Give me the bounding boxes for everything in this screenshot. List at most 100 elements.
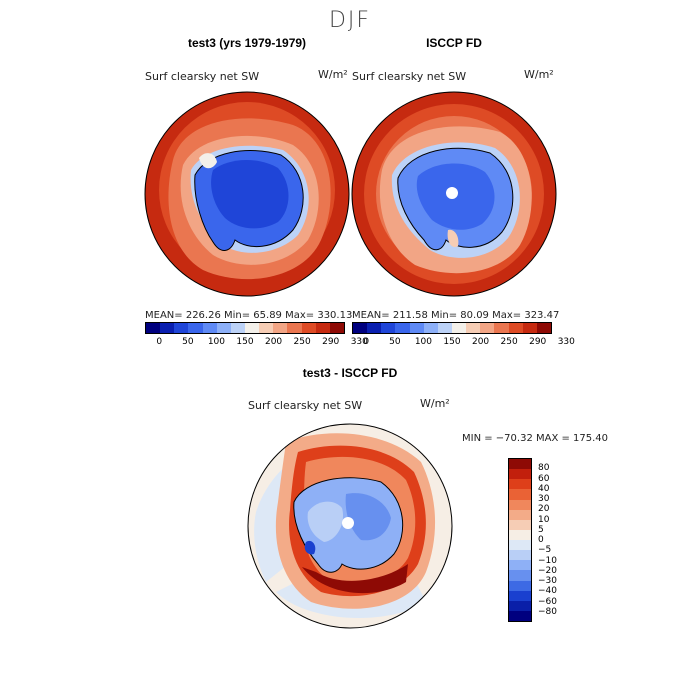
panel3-stats: MIN = −70.32 MAX = 175.40 <box>462 433 609 444</box>
panel3-colorbar-tick-label: 10 <box>538 514 550 525</box>
panel2-colorbar-strip <box>352 322 552 334</box>
panel2-stats: MEAN= 211.58 Min= 80.09 Max= 323.47 <box>352 310 560 321</box>
panel3-colorbar-swatch <box>509 479 531 490</box>
panel3-colorbar-tick-label: −40 <box>538 586 557 597</box>
panel2-pole-hole <box>446 187 458 199</box>
panel2-colorbar-swatch <box>437 323 452 333</box>
panel2-colorbar-swatch <box>494 323 509 333</box>
panel1-stats: MEAN= 226.26 Min= 65.89 Max= 330.13 <box>145 310 353 321</box>
panel1-colorbar-tick-label: 0 <box>156 337 163 347</box>
panel1-colorbar-swatch <box>301 323 316 333</box>
panel3-colorbar-swatch <box>509 580 531 591</box>
panel3-colorbar-tick-label: −30 <box>538 576 557 586</box>
panel1-peninsula <box>199 153 217 169</box>
panel1-colorbar: 0 50 100 150 200 250 290 330 <box>145 322 368 351</box>
panel3-colorbar-swatch <box>509 560 531 571</box>
panel3-colorbar-swatch <box>509 519 531 530</box>
panel3-colorbar-tick-label: 5 <box>538 524 544 535</box>
panel2-colorbar-swatch <box>353 323 368 333</box>
panel3-units: W/m² <box>420 397 450 410</box>
panel3-colorbar-swatch <box>509 529 531 540</box>
panel1-map <box>144 91 350 297</box>
panel2-field: Surf clearsky net SW <box>352 70 467 83</box>
panel3-west-antarctica <box>307 501 344 542</box>
panel1-colorbar-swatch <box>202 323 217 333</box>
panel3-colorbar-tick-label: −20 <box>538 565 557 576</box>
panel3-colorbar-swatch <box>509 570 531 581</box>
panel3-colorbar-tick-label: 30 <box>538 494 550 504</box>
panel2-colorbar: 0 50 100 150 200 250 290 330 <box>352 322 575 351</box>
panel3-colorbar-tick-label: 60 <box>538 473 550 484</box>
panel3-colorbar-swatch <box>509 590 531 601</box>
panel2-colorbar-swatch <box>367 323 382 333</box>
panel1-colorbar-tick-label: 250 <box>293 337 311 347</box>
panel2-colorbar-swatch <box>451 323 467 333</box>
panel1-units: W/m² <box>318 68 348 81</box>
panel2-colorbar-swatch <box>466 323 481 333</box>
panel1-colorbar-tick-label: 290 <box>322 337 340 347</box>
panel3-colorbar-ticks: 80 60 40 30 20 10 5 0 −5 −10 −20 −30 −40 −60 −80 <box>538 458 568 622</box>
panel1-colorbar-swatch <box>146 323 161 333</box>
panel2-colorbar-swatch <box>395 323 410 333</box>
panel2-colorbar-ticks: 0 50 100 150 200 250 290 330 <box>352 337 574 351</box>
panel3-colorbar-swatch <box>509 489 531 500</box>
panel3-map <box>247 423 453 629</box>
panel2-colorbar-swatch <box>381 323 396 333</box>
panel2-map <box>351 91 557 297</box>
panel3-east-interior <box>345 493 391 541</box>
panel3-colorbar-tick-label: −60 <box>538 596 557 607</box>
panel3-pole-hole <box>342 517 354 529</box>
panel3-colorbar-swatch <box>509 509 531 520</box>
panel1-interior <box>211 159 289 229</box>
panel1-colorbar-ticks: 0 50 100 150 200 250 290 330 <box>145 337 367 351</box>
panel3-min-spot <box>304 540 316 555</box>
panel2-colorbar-swatch <box>536 323 551 333</box>
panel2-colorbar-tick-label: 0 <box>363 337 370 347</box>
panel1-colorbar-swatch <box>216 323 231 333</box>
panel3-colorbar-tick-label: −80 <box>538 606 557 617</box>
panel1-colorbar-tick-label: 150 <box>236 337 254 347</box>
panel1-field: Surf clearsky net SW <box>145 70 260 83</box>
panel2-colorbar-tick-label: 150 <box>443 337 461 347</box>
panel3-boundary <box>247 423 453 629</box>
panel2-units: W/m² <box>524 68 554 81</box>
panel3-title: test3 - ISCCP FD <box>302 366 398 380</box>
panel1-colorbar-swatch <box>160 323 175 333</box>
panel3-colorbar-swatch <box>509 459 531 470</box>
panel1-colorbar-swatch <box>188 323 203 333</box>
panel2-colorbar-swatch <box>409 323 424 333</box>
panel3-colorbar: 80 60 40 30 20 10 5 0 −5 −10 −20 −30 −40 −60 −80 <box>508 458 568 622</box>
panel3-max-band <box>302 564 408 594</box>
panel3-field: Surf clearsky net SW <box>248 399 363 412</box>
panel3-colorbar-tick-label: −10 <box>538 555 557 566</box>
panel3-colorbar-swatch <box>509 499 531 510</box>
panel2-ross-shelf <box>447 229 459 248</box>
panel3-colorbar-tick-label: −5 <box>538 545 552 556</box>
panel1-colorbar-swatch <box>287 323 302 333</box>
figure-title: DJF <box>328 8 372 33</box>
panel3-colorbar-tick-label: 20 <box>538 504 550 515</box>
panel2-title: ISCCP FD <box>426 36 482 50</box>
panel1-boundary <box>144 91 350 297</box>
panel3-colorbar-strip <box>508 458 532 622</box>
panel1-colorbar-swatch <box>259 323 274 333</box>
panel2-colorbar-swatch <box>508 323 523 333</box>
panel1-colorbar-tick-label: 100 <box>207 337 226 347</box>
panel3-colorbar-tick-label: 80 <box>538 463 550 474</box>
panel1-colorbar-tick-label: 200 <box>264 337 283 347</box>
panel2-colorbar-swatch <box>423 323 438 333</box>
panel2-colorbar-tick-label: 50 <box>389 337 401 347</box>
panel1-colorbar-tick-label: 50 <box>182 337 194 347</box>
panel3-colorbar-swatch <box>509 550 531 561</box>
panel3-colorbar-tick-label: 0 <box>538 535 544 545</box>
panel1-title: test3 (yrs 1979-1979) <box>187 36 307 50</box>
panel1-colorbar-swatch <box>329 323 344 333</box>
panel2-boundary <box>351 91 557 297</box>
panel2-colorbar-tick-label: 250 <box>500 337 518 347</box>
panel2-colorbar-tick-label: 290 <box>529 337 547 347</box>
panel2-colorbar-tick-label: 200 <box>471 337 490 347</box>
panel1-colorbar-swatch <box>230 323 245 333</box>
panel2-colorbar-tick-label: 330 <box>557 337 575 347</box>
panel3-colorbar-tick-label: 40 <box>538 483 550 494</box>
panel2-colorbar-swatch <box>480 323 495 333</box>
